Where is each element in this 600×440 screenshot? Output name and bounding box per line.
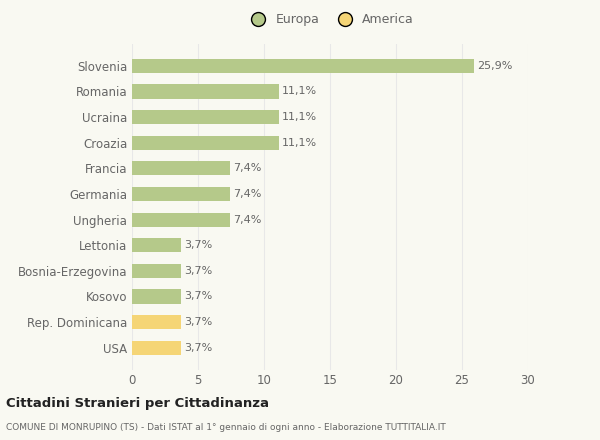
Bar [132,341,181,355]
Text: 11,1%: 11,1% [282,138,317,148]
Text: Cittadini Stranieri per Cittadinanza: Cittadini Stranieri per Cittadinanza [6,397,269,410]
Bar [132,136,278,150]
Bar [132,161,230,176]
Text: 7,4%: 7,4% [233,215,262,224]
Bar [132,213,230,227]
Text: 3,7%: 3,7% [184,266,212,276]
Bar [132,187,230,201]
Bar [132,315,181,329]
Text: 3,7%: 3,7% [184,291,212,301]
Text: 3,7%: 3,7% [184,317,212,327]
Text: 3,7%: 3,7% [184,343,212,353]
Text: 11,1%: 11,1% [282,87,317,96]
Text: 7,4%: 7,4% [233,189,262,199]
Bar [132,290,181,304]
Text: 25,9%: 25,9% [477,61,512,71]
Bar [132,238,181,252]
Bar [132,59,474,73]
Text: 3,7%: 3,7% [184,240,212,250]
Bar [132,84,278,99]
Text: 7,4%: 7,4% [233,163,262,173]
Text: 11,1%: 11,1% [282,112,317,122]
Text: COMUNE DI MONRUPINO (TS) - Dati ISTAT al 1° gennaio di ogni anno - Elaborazione : COMUNE DI MONRUPINO (TS) - Dati ISTAT al… [6,423,446,433]
Bar [132,110,278,124]
Legend: Europa, America: Europa, America [241,8,419,31]
Bar [132,264,181,278]
